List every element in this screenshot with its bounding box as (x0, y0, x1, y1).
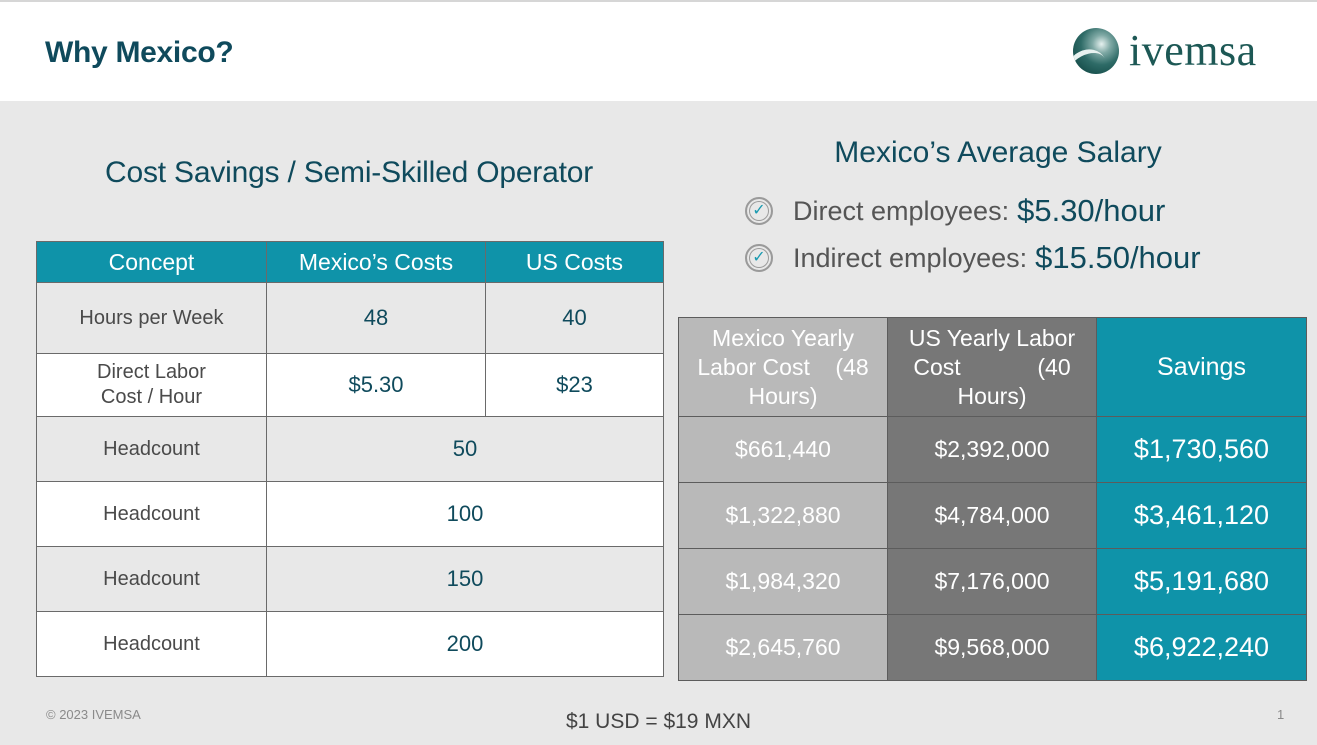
table-row: $1,322,880 $4,784,000 $3,461,120 (678, 482, 1307, 549)
savings-value: $6,922,240 (1096, 614, 1307, 681)
us-yearly-cost: $2,392,000 (887, 416, 1097, 483)
headcount-value: 100 (266, 481, 664, 547)
header-bar: Why Mexico? ivemsa (0, 0, 1317, 101)
mexico-yearly-cost: $2,645,760 (678, 614, 888, 681)
salary-label: Direct employees: (793, 195, 1010, 226)
table-row: $661,440 $2,392,000 $1,730,560 (678, 416, 1307, 483)
table-row: $2,645,760 $9,568,000 $6,922,240 (678, 614, 1307, 681)
us-labor-cost-value: $23 (485, 353, 664, 417)
row-label-line1: Direct Labor (97, 361, 206, 383)
column-header-concept: Concept (36, 241, 267, 283)
table-header-row: Concept Mexico’s Costs US Costs (36, 241, 664, 283)
row-label: Direct Labor Cost / Hour (36, 353, 267, 417)
row-label: Headcount (36, 481, 267, 547)
headcount-value: 200 (266, 611, 664, 677)
page-number: 1 (1277, 707, 1285, 722)
table-row-hours: Hours per Week 48 40 (36, 282, 664, 354)
copyright-text: © 2023 IVEMSA (46, 707, 141, 722)
yearly-labor-cost-table: Mexico Yearly Labor Cost (48 Hours) US Y… (678, 317, 1307, 681)
us-yearly-cost: $4,784,000 (887, 482, 1097, 549)
row-label: Hours per Week (36, 282, 267, 354)
column-header-mexico-costs: Mexico’s Costs (266, 241, 486, 283)
savings-value: $3,461,120 (1096, 482, 1307, 549)
mexico-yearly-cost: $661,440 (678, 416, 888, 483)
salary-item-direct: ✓ Direct employees: $5.30/hour (745, 193, 1165, 229)
column-header-mexico-yearly: Mexico Yearly Labor Cost (48 Hours) (678, 317, 888, 417)
savings-value: $1,730,560 (1096, 416, 1307, 483)
mexico-labor-cost-value: $5.30 (266, 353, 486, 417)
logo-text: ivemsa (1129, 26, 1257, 75)
table-row-headcount: Headcount 200 (36, 611, 664, 677)
mexico-hours-value: 48 (266, 282, 486, 354)
column-header-us-costs: US Costs (485, 241, 664, 283)
logo-globe-icon (1073, 28, 1119, 74)
row-label: Headcount (36, 611, 267, 677)
table-row-headcount: Headcount 150 (36, 546, 664, 612)
salary-value: $15.50/hour (1035, 240, 1201, 275)
table-row-labor-cost: Direct Labor Cost / Hour $5.30 $23 (36, 353, 664, 417)
salary-value: $5.30/hour (1017, 193, 1166, 228)
table-row: $1,984,320 $7,176,000 $5,191,680 (678, 548, 1307, 615)
us-yearly-cost: $9,568,000 (887, 614, 1097, 681)
table-row-headcount: Headcount 100 (36, 481, 664, 547)
mexico-yearly-cost: $1,984,320 (678, 548, 888, 615)
us-hours-value: 40 (485, 282, 664, 354)
savings-value: $5,191,680 (1096, 548, 1307, 615)
average-salary-heading: Mexico’s Average Salary (834, 136, 1162, 169)
us-yearly-cost: $7,176,000 (887, 548, 1097, 615)
salary-item-indirect: ✓ Indirect employees: $15.50/hour (745, 240, 1201, 276)
row-label: Headcount (36, 546, 267, 612)
page-title: Why Mexico? (45, 36, 234, 69)
row-label-line2: Cost / Hour (100, 386, 203, 408)
cost-comparison-table: Concept Mexico’s Costs US Costs Hours pe… (36, 241, 664, 677)
table-header-row: Mexico Yearly Labor Cost (48 Hours) US Y… (678, 317, 1307, 417)
mexico-yearly-cost: $1,322,880 (678, 482, 888, 549)
salary-label: Indirect employees: (793, 242, 1028, 273)
headcount-value: 50 (266, 416, 664, 482)
row-label: Headcount (36, 416, 267, 482)
column-header-savings: Savings (1096, 317, 1307, 417)
headcount-value: 150 (266, 546, 664, 612)
cost-savings-heading: Cost Savings / Semi-Skilled Operator (105, 156, 593, 189)
column-header-us-yearly: US Yearly Labor Cost (40 Hours) (887, 317, 1097, 417)
exchange-rate-note: $1 USD = $19 MXN (565, 710, 751, 733)
company-logo: ivemsa (1073, 28, 1257, 74)
check-circle-icon: ✓ (745, 197, 773, 225)
table-row-headcount: Headcount 50 (36, 416, 664, 482)
check-circle-icon: ✓ (745, 244, 773, 272)
